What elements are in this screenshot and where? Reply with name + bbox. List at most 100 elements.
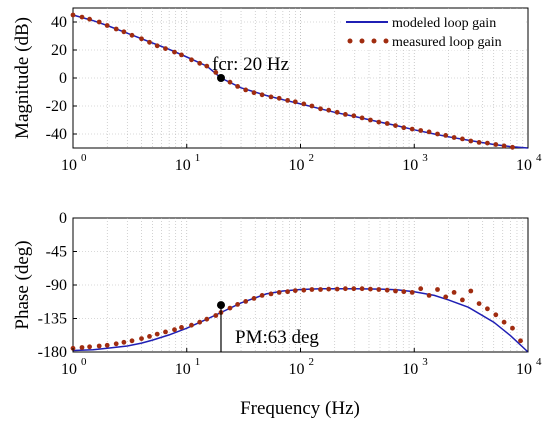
phase-y-axis-label: Phase (deg): [12, 240, 33, 329]
measured-point: [351, 286, 357, 292]
phase-margin-annotation: PM:63 deg: [235, 327, 319, 348]
measured-point: [96, 343, 102, 349]
measured-point: [401, 289, 407, 295]
measured-point: [113, 26, 119, 32]
measured-point: [393, 123, 398, 128]
measured-point: [359, 115, 365, 121]
measured-point: [485, 140, 490, 146]
measured-point: [435, 131, 440, 137]
measured-point: [401, 125, 407, 131]
measured-point: [343, 286, 348, 292]
measured-point: [376, 119, 382, 125]
phase-data: [70, 286, 529, 353]
measured-point: [426, 129, 432, 135]
x-tick-exponent: 2: [309, 152, 315, 164]
measured-point: [460, 136, 465, 142]
measured-point: [384, 287, 390, 293]
measured-point: [301, 287, 307, 293]
measured-point: [493, 142, 499, 147]
measured-point: [418, 286, 424, 292]
measured-point: [351, 113, 357, 119]
x-tick-label: 10: [61, 361, 77, 378]
y-tick-label: -20: [46, 98, 67, 115]
y-tick-label: -180: [38, 344, 67, 361]
measured-point: [251, 90, 257, 96]
measured-point: [510, 144, 515, 150]
legend-swatch-measured-dot-4: [383, 38, 389, 44]
magnitude-plot: 40 20 0 -20 -40 10 0 10 1 10 2 10 3 10 4 Magnitude (dB…: [12, 7, 542, 174]
x-tick-label: 10: [402, 157, 418, 174]
measured-point: [468, 288, 474, 294]
y-tick-label: -40: [46, 126, 67, 143]
measured-point: [368, 286, 373, 292]
x-tick-label: 10: [175, 157, 191, 174]
measured-point: [104, 342, 110, 348]
measured-point: [154, 43, 160, 49]
x-tick-label: 10: [289, 361, 305, 378]
measured-point: [451, 290, 457, 295]
x-tick-exponent: 4: [536, 152, 542, 164]
measured-point: [318, 106, 323, 112]
measured-point: [204, 316, 210, 322]
measured-point: [243, 299, 249, 304]
measured-point: [409, 126, 415, 132]
legend-label-measured: measured loop gain: [392, 35, 502, 50]
measured-point: [79, 14, 85, 20]
measured-point: [292, 288, 298, 293]
measured-point: [121, 29, 127, 35]
measured-point: [451, 135, 457, 140]
y-tick-label: -90: [46, 277, 67, 294]
y-tick-label: 0: [59, 70, 67, 87]
measured-point: [309, 287, 315, 292]
measured-point: [147, 39, 152, 45]
measured-point: [443, 294, 449, 300]
measured-point: [213, 313, 219, 318]
measured-point: [197, 60, 203, 66]
y-tick-label: 0: [59, 210, 67, 227]
legend: modeled loop gain measured loop gain: [342, 10, 526, 50]
legend-swatch-measured-dot-1: [347, 38, 353, 44]
measured-point: [376, 287, 382, 292]
x-tick-label: 10: [516, 157, 532, 174]
measured-point: [292, 99, 298, 105]
measured-point: [204, 63, 210, 69]
measured-point: [268, 291, 274, 297]
x-tick-exponent: 2: [309, 356, 315, 368]
measured-point: [476, 301, 482, 306]
crossover-annotation: fcr: 20 Hz: [212, 54, 289, 75]
frequency-x-axis-label: Frequency (Hz): [240, 398, 360, 419]
measured-point: [393, 288, 398, 294]
measured-point: [485, 306, 490, 312]
magnitude-data: [70, 12, 529, 150]
measured-point: [409, 290, 415, 295]
measured-point: [121, 339, 127, 345]
measured-point: [276, 290, 282, 295]
y-tick-label: 20: [51, 42, 67, 59]
measured-point: [129, 32, 135, 38]
measured-point: [326, 286, 332, 292]
x-tick-label: 10: [516, 361, 532, 378]
measured-point: [268, 94, 274, 100]
measured-point: [163, 329, 168, 335]
measured-point: [227, 79, 233, 85]
measured-point: [235, 302, 241, 307]
magnitude-y-axis-label: Magnitude (dB): [12, 17, 33, 139]
y-tick-label: -135: [38, 311, 67, 328]
x-tick-exponent: 1: [195, 356, 201, 368]
measured-point: [129, 338, 135, 344]
legend-box: [342, 10, 526, 50]
measured-point: [468, 138, 474, 144]
measured-point: [259, 293, 265, 298]
measured-point: [276, 95, 282, 101]
measured-point: [493, 312, 499, 318]
measured-point: [359, 286, 365, 292]
y-tick-label: 40: [51, 14, 67, 31]
crossover-marker: [216, 74, 225, 82]
magnitude-ticks: 40 20 0 -20 -40 10 0 10 1 10 2 10 3 10 4: [46, 14, 542, 174]
measured-point: [154, 331, 160, 337]
x-tick-exponent: 0: [81, 356, 87, 368]
measured-point: [251, 296, 257, 301]
measured-point: [285, 289, 290, 295]
